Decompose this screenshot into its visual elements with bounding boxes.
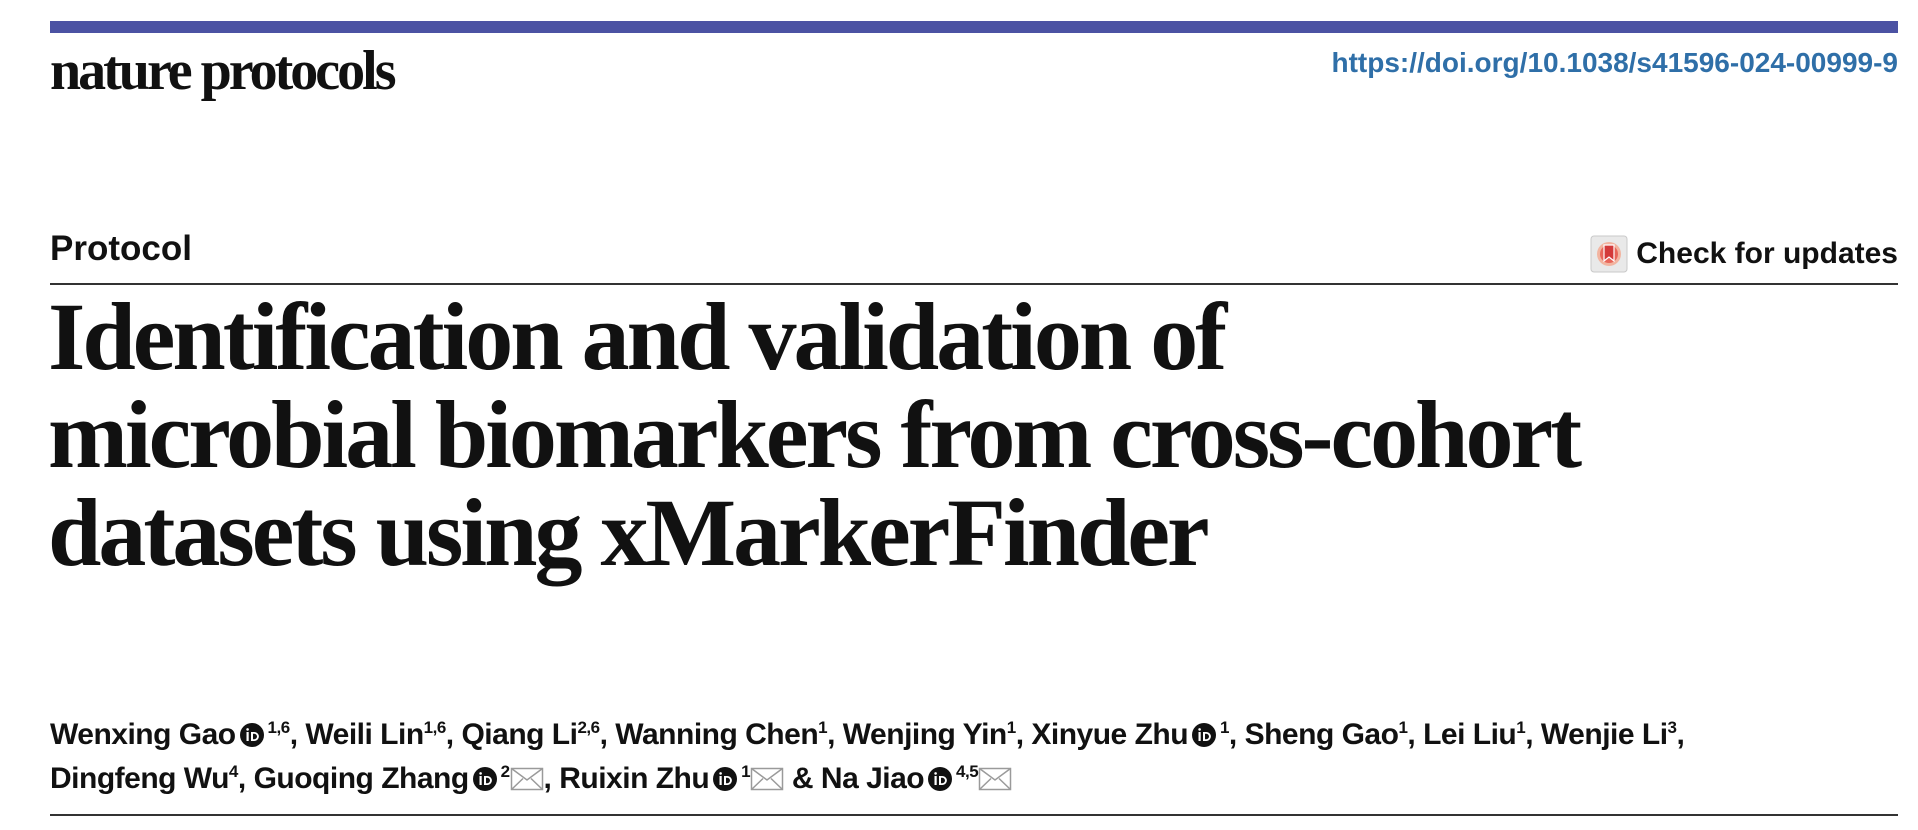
author-name[interactable]: Xinyue Zhu: [1031, 718, 1189, 751]
check-for-updates-icon: [1590, 235, 1628, 273]
doi-link[interactable]: https://doi.org/10.1038/s41596-024-00999…: [1331, 47, 1898, 78]
affiliation-marker[interactable]: 2,6: [577, 718, 600, 737]
author-name[interactable]: Lei Liu: [1423, 718, 1517, 751]
author-name[interactable]: Guoqing Zhang: [253, 762, 470, 795]
affiliation-marker[interactable]: 4,5: [953, 762, 979, 781]
affiliation-marker[interactable]: 1: [738, 762, 751, 781]
author-name[interactable]: Sheng Gao: [1244, 718, 1399, 751]
author-list: Wenxing Gao 1,6, Weili Lin1,6, Qiang Li2…: [50, 713, 1898, 801]
orcid-icon[interactable]: [1191, 722, 1217, 748]
top-accent-bar: [50, 21, 1898, 33]
email-envelope-icon[interactable]: [978, 767, 1012, 791]
affiliation-marker[interactable]: 1: [818, 718, 828, 737]
author-entry: Na Jiao 4,5: [821, 762, 1012, 795]
author-separator: ,: [289, 718, 306, 751]
article-title: Identification and validation of microbi…: [48, 288, 1888, 582]
check-for-updates-label: Check for updates: [1636, 237, 1898, 270]
author-name[interactable]: Wenxing Gao: [50, 718, 236, 751]
author-separator: ,: [599, 718, 616, 751]
author-name[interactable]: Dingfeng Wu: [50, 762, 229, 795]
author-separator: &: [784, 762, 821, 795]
check-for-updates-button[interactable]: Check for updates: [1590, 234, 1898, 274]
author-entry: Wenjie Li3: [1541, 718, 1677, 751]
affiliation-marker[interactable]: 1: [1006, 718, 1016, 737]
author-line: Wenxing Gao 1,6, Weili Lin1,6, Qiang Li2…: [50, 713, 1898, 757]
orcid-icon[interactable]: [239, 722, 265, 748]
affiliation-marker[interactable]: 1: [1217, 718, 1229, 737]
author-entry: Guoqing Zhang 2: [254, 762, 544, 795]
author-entry: Qiang Li2,6: [461, 718, 600, 751]
article-type-label: Protocol: [50, 229, 192, 268]
author-name[interactable]: Wenjie Li: [1540, 718, 1668, 751]
author-line: Dingfeng Wu4, Guoqing Zhang 2, Ruixin Zh…: [50, 757, 1898, 801]
author-name[interactable]: Na Jiao: [820, 762, 925, 795]
affiliation-marker[interactable]: 1: [1398, 718, 1408, 737]
affiliation-marker[interactable]: 4: [228, 762, 238, 781]
author-entry: Wenxing Gao 1,6: [50, 718, 290, 751]
orcid-icon[interactable]: [712, 766, 738, 792]
author-separator: ,: [543, 762, 560, 795]
header-divider: [50, 283, 1898, 285]
article-title-line: microbial biomarkers from cross-cohort: [48, 381, 1582, 488]
author-entry: Wanning Chen1: [615, 718, 827, 751]
affiliation-marker[interactable]: 3: [1667, 718, 1677, 737]
author-separator: ,: [827, 718, 843, 751]
author-name[interactable]: Qiang Li: [461, 718, 578, 751]
author-entry: Sheng Gao1: [1245, 718, 1408, 751]
orcid-icon[interactable]: [472, 766, 498, 792]
author-entry: Wenjing Yin1: [843, 718, 1016, 751]
author-separator: ,: [445, 718, 462, 751]
author-name[interactable]: Wanning Chen: [615, 718, 819, 751]
journal-logo[interactable]: nature protocols: [50, 40, 396, 102]
email-envelope-icon[interactable]: [510, 767, 544, 791]
author-entry: Ruixin Zhu 1: [559, 762, 784, 795]
author-entry: Xinyue Zhu 1: [1031, 718, 1229, 751]
author-separator: ,: [1228, 718, 1245, 751]
email-envelope-icon[interactable]: [750, 767, 784, 791]
author-separator: ,: [237, 762, 254, 795]
article-title-line: Identification and validation of: [48, 283, 1227, 390]
affiliation-marker[interactable]: 1,6: [423, 718, 447, 737]
author-entry: Dingfeng Wu4: [50, 762, 238, 795]
author-entry: Weili Lin1,6: [305, 718, 447, 751]
author-name[interactable]: Wenjing Yin: [842, 718, 1007, 751]
affiliation-marker[interactable]: 1,6: [264, 718, 291, 737]
author-entry: Lei Liu1: [1423, 718, 1526, 751]
authors-divider: [50, 814, 1898, 816]
orcid-icon[interactable]: [927, 766, 953, 792]
author-name[interactable]: Weili Lin: [305, 718, 424, 751]
author-name[interactable]: Ruixin Zhu: [559, 762, 710, 795]
affiliation-marker[interactable]: 2: [497, 762, 510, 781]
article-title-line: datasets using xMarkerFinder: [48, 479, 1210, 586]
author-separator: ,: [1525, 718, 1541, 751]
author-separator: ,: [1676, 718, 1685, 751]
author-separator: ,: [1015, 718, 1032, 751]
affiliation-marker[interactable]: 1: [1516, 718, 1526, 737]
author-separator: ,: [1407, 718, 1424, 751]
